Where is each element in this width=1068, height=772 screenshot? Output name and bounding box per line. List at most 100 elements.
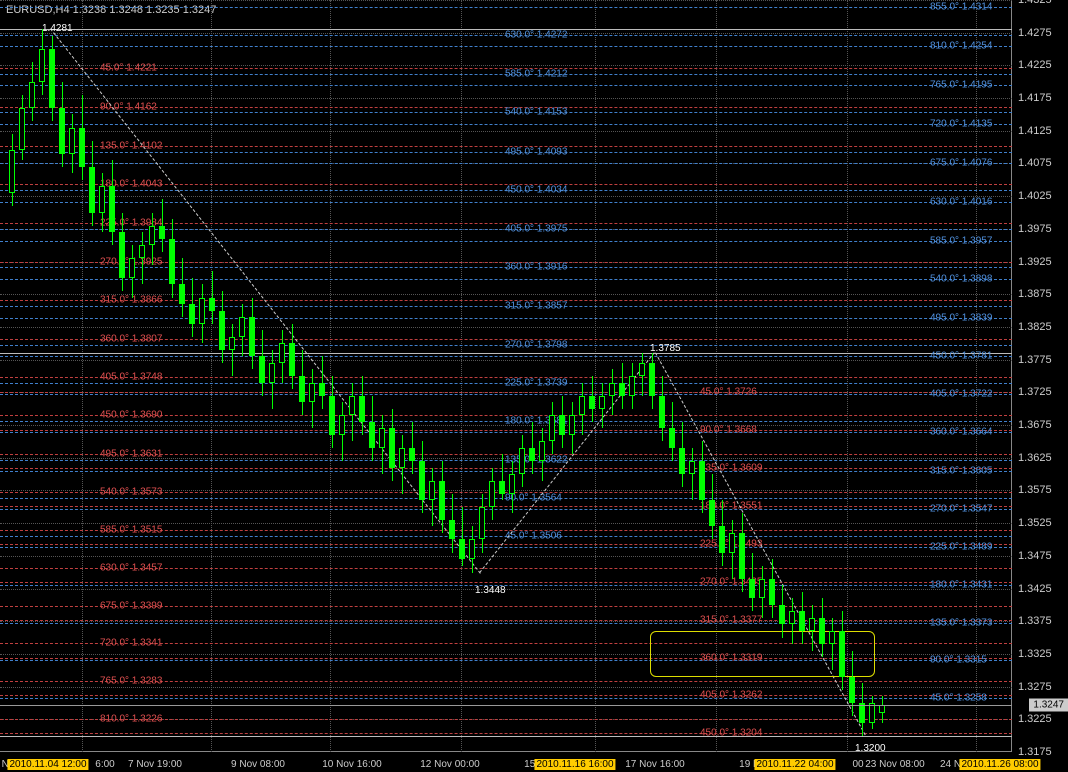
fan-line (0, 468, 1012, 469)
fan-line (0, 585, 1012, 586)
fan-line (0, 432, 1012, 433)
fan-line (0, 509, 1012, 510)
price-tick: 1.3525 (1018, 517, 1052, 529)
fan-line (0, 394, 1012, 395)
fan-label: 45.0° 1.3506 (505, 530, 562, 541)
fan-line (0, 733, 1012, 734)
fan-label: 45.0° 1.3726 (700, 386, 757, 397)
fan-label: 90.0° 1.3564 (505, 492, 562, 503)
price-tick: 1.3775 (1018, 354, 1052, 366)
price-tick: 1.3225 (1018, 713, 1052, 725)
fan-label: 270.0° 1.3547 (930, 503, 992, 514)
fan-line (0, 356, 1012, 357)
fan-line (0, 392, 1012, 393)
horizontal-line (0, 736, 1012, 737)
fan-label: 135.0° 1.3609 (700, 463, 762, 474)
fan-label: 90.0° 1.3315 (930, 655, 987, 666)
fan-label: 585.0° 1.4212 (505, 68, 567, 79)
fan-label: 675.0° 1.4076 (930, 157, 992, 168)
time-tick: 2010.11.26 08:00 (959, 759, 1040, 770)
fan-label: 450.0° 1.3690 (100, 410, 162, 421)
price-tick: 1.4175 (1018, 92, 1052, 104)
chart-plot-area[interactable]: EURUSD,H4 1.3238 1.3248 1.3235 1.3247 45… (0, 0, 1012, 752)
fan-label: 540.0° 1.3898 (930, 274, 992, 285)
price-tick: 1.3725 (1018, 386, 1052, 398)
fan-label: 630.0° 1.4272 (505, 29, 567, 40)
price-tick: 1.3175 (1018, 746, 1052, 758)
fan-line (0, 620, 1012, 621)
fan-label: 540.0° 1.3573 (100, 486, 162, 497)
fan-label: 45.0° 1.4221 (100, 63, 157, 74)
fan-label: 630.0° 1.3457 (100, 562, 162, 573)
grid-line-h (0, 196, 1012, 197)
price-tick: 1.3575 (1018, 484, 1052, 496)
horizontal-line (0, 353, 1012, 354)
price-tick: 1.4075 (1018, 157, 1052, 169)
fan-label: 450.0° 1.3204 (700, 728, 762, 739)
fan-line (0, 582, 1012, 583)
fan-label: 585.0° 1.3957 (930, 235, 992, 246)
fan-label: 810.0° 1.3226 (100, 713, 162, 724)
fan-label: 675.0° 1.4332 (505, 0, 567, 1)
fan-label: 225.0° 1.3489 (930, 541, 992, 552)
price-tick: 1.4025 (1018, 190, 1052, 202)
fan-label: 225.0° 1.3739 (505, 378, 567, 389)
price-tick: 1.3875 (1018, 288, 1052, 300)
price-tick: 1.4325 (1018, 0, 1052, 6)
fan-label: 765.0° 1.3283 (100, 676, 162, 687)
fan-label: 495.0° 1.4093 (505, 146, 567, 157)
swing-label: 1.3785 (650, 343, 681, 354)
fan-line (0, 471, 1012, 472)
price-tick: 1.3275 (1018, 681, 1052, 693)
swing-label: 1.4281 (42, 23, 73, 34)
time-tick: 10 Nov 16:00 (322, 759, 382, 770)
grid-line-h (0, 131, 1012, 132)
fan-label: 450.0° 1.3781 (930, 350, 992, 361)
swing-label: 1.3448 (475, 585, 506, 596)
fan-line (0, 623, 1012, 624)
time-tick: 2010.11.04 12:00 (7, 759, 88, 770)
fan-label: 405.0° 1.3975 (505, 223, 567, 234)
fan-label: 270.0° 1.3798 (505, 339, 567, 350)
fan-line (0, 544, 1012, 545)
fan-label: 495.0° 1.3839 (930, 312, 992, 323)
fan-line (0, 279, 1012, 280)
grid-line-h (0, 589, 1012, 590)
fan-label: 540.0° 1.4153 (505, 107, 567, 118)
fan-label: 360.0° 1.3916 (505, 262, 567, 273)
fan-line (0, 695, 1012, 696)
fan-line (0, 46, 1012, 47)
price-tick: 1.4125 (1018, 125, 1052, 137)
fan-label: 315.0° 1.3605 (930, 465, 992, 476)
time-tick: 2010.11.16 16:00 (534, 759, 615, 770)
fan-label: 450.0° 1.4034 (505, 185, 567, 196)
fan-line (0, 547, 1012, 548)
price-axis: 1.43251.42751.42251.41751.41251.40751.40… (1012, 0, 1068, 752)
fan-label: 810.0° 1.4254 (930, 41, 992, 52)
fan-label: 135.0° 1.3373 (930, 617, 992, 628)
fan-line (0, 7, 1012, 8)
fan-label: 630.0° 1.4016 (930, 197, 992, 208)
time-tick: 9 Nov 08:00 (231, 759, 285, 770)
time-tick: 17 Nov 16:00 (625, 759, 685, 770)
grid-line-h (0, 98, 1012, 99)
time-axis: No2010.11.04 12:006:007 Nov 19:009 Nov 0… (0, 752, 1012, 772)
price-tick: 1.3475 (1018, 550, 1052, 562)
fan-label: 135.0° 1.4102 (100, 140, 162, 151)
fan-label: 45.0° 1.3258 (930, 692, 987, 703)
price-tick: 1.3625 (1018, 452, 1052, 464)
fan-label: 315.0° 1.3377 (700, 614, 762, 625)
current-price-label: 1.3247 (1029, 698, 1068, 711)
grid-line-h (0, 360, 1012, 361)
fan-label: 765.0° 1.4195 (930, 80, 992, 91)
grid-line-h (0, 327, 1012, 328)
fan-label: 360.0° 1.3807 (100, 333, 162, 344)
fan-line (0, 506, 1012, 507)
fan-line (0, 318, 1012, 319)
time-tick: 7 Nov 19:00 (128, 759, 182, 770)
fan-label: 315.0° 1.3857 (505, 301, 567, 312)
time-tick: 00 (852, 759, 863, 770)
fan-label: 720.0° 1.3341 (100, 638, 162, 649)
time-tick: 2010.11.22 04:00 (754, 759, 835, 770)
fan-line (0, 698, 1012, 699)
